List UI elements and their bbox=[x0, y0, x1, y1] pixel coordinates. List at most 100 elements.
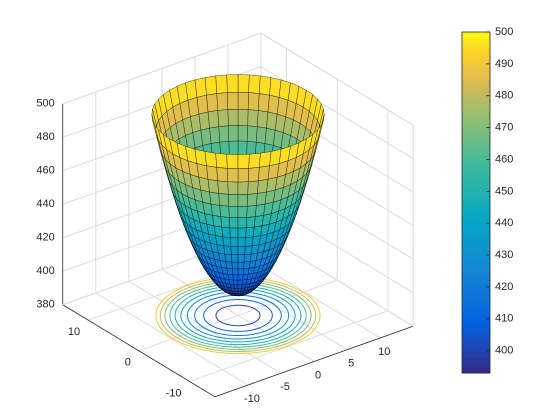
surface-patch bbox=[230, 237, 239, 247]
surface-patch bbox=[234, 288, 239, 292]
surface-patch bbox=[237, 154, 250, 169]
axis-line bbox=[260, 233, 414, 327]
contour-line bbox=[194, 294, 282, 336]
surface-patch bbox=[227, 274, 234, 281]
colorbar-tick-label: 500 bbox=[495, 26, 513, 38]
surface-patch bbox=[209, 191, 220, 206]
colorbar-swatch bbox=[462, 165, 490, 172]
surface-patch bbox=[248, 167, 260, 182]
surface-patch bbox=[206, 93, 218, 113]
colorbar-swatch bbox=[462, 47, 490, 54]
colorbar-swatch bbox=[462, 266, 490, 273]
colorbar-swatch bbox=[462, 346, 490, 353]
colorbar-tick-label: 470 bbox=[495, 122, 513, 134]
surface-patch bbox=[242, 268, 250, 275]
surface-patch bbox=[237, 293, 241, 296]
surface-patch bbox=[230, 246, 239, 255]
colorbar-swatch bbox=[462, 191, 490, 198]
surface-patch bbox=[204, 151, 217, 168]
colorbar-swatch bbox=[462, 42, 490, 49]
colorbar-swatch bbox=[462, 277, 490, 283]
colorbar-swatch bbox=[462, 314, 490, 321]
surface-patch bbox=[246, 216, 256, 228]
colorbar-swatch bbox=[462, 117, 490, 124]
surface-patch bbox=[237, 168, 249, 183]
surface-patch bbox=[237, 194, 248, 207]
surface-patch bbox=[243, 261, 251, 269]
z-tick-label: 440 bbox=[36, 198, 54, 210]
y-tick-label: 10 bbox=[68, 326, 80, 338]
colorbar-swatch bbox=[462, 53, 490, 60]
colorbar-swatch bbox=[462, 255, 490, 262]
surface-patch bbox=[237, 288, 242, 292]
surface-patch bbox=[237, 291, 242, 294]
surface-patch bbox=[218, 193, 229, 207]
surface-patch bbox=[258, 93, 270, 113]
colorbar-swatch bbox=[462, 325, 490, 331]
surface-patch bbox=[248, 92, 260, 111]
surface-patch bbox=[237, 274, 244, 281]
colorbar-swatch bbox=[462, 229, 490, 235]
colorbar-swatch bbox=[462, 186, 490, 193]
colorbar-tick-label: 440 bbox=[495, 217, 513, 229]
z-tick-label: 480 bbox=[36, 131, 54, 143]
colorbar-swatch bbox=[462, 293, 490, 299]
surface-patch bbox=[215, 153, 228, 169]
surface-patch bbox=[217, 109, 229, 127]
surface-patch bbox=[216, 167, 228, 182]
colorbar-swatch bbox=[462, 309, 490, 315]
surface-patch bbox=[237, 227, 247, 238]
axis-line bbox=[214, 325, 414, 398]
surface-patch bbox=[256, 126, 267, 144]
surface-patch bbox=[207, 178, 219, 194]
surface-patch bbox=[231, 254, 239, 263]
surface-patch bbox=[237, 181, 249, 195]
surface-patch bbox=[234, 291, 239, 294]
surface-patch bbox=[253, 225, 263, 238]
surface-patch bbox=[246, 205, 257, 218]
surface-patch bbox=[245, 236, 254, 247]
colorbar-swatch bbox=[462, 197, 490, 203]
colorbar-swatch bbox=[462, 181, 490, 188]
colorbar-swatch bbox=[462, 37, 490, 44]
surface-patch bbox=[237, 261, 245, 270]
surface-patch bbox=[237, 206, 248, 218]
surface-patch bbox=[235, 293, 239, 296]
colorbar-swatch bbox=[462, 58, 490, 65]
surface-patch bbox=[237, 268, 244, 276]
surface-patch bbox=[257, 178, 269, 194]
colorbar-tick-label: 410 bbox=[495, 313, 513, 325]
grid-line bbox=[138, 279, 338, 352]
surface-patch bbox=[222, 236, 231, 247]
colorbar-tick-label: 480 bbox=[495, 90, 513, 102]
colorbar-swatch bbox=[462, 287, 490, 294]
surface-patch bbox=[228, 194, 239, 207]
surface-patch bbox=[237, 74, 250, 93]
y-tick-label: 0 bbox=[125, 357, 131, 369]
colorbar-swatch bbox=[462, 85, 490, 92]
colorbar-tick-label: 430 bbox=[495, 249, 513, 261]
surface-patch bbox=[237, 92, 249, 110]
colorbar-swatch bbox=[462, 90, 490, 97]
contour-line bbox=[215, 304, 261, 327]
colorbar-swatch bbox=[462, 351, 490, 358]
surface-patch bbox=[232, 274, 239, 281]
surface-patch bbox=[243, 253, 252, 263]
colorbar-swatch bbox=[462, 138, 490, 145]
surface-patch bbox=[233, 279, 239, 285]
surface-patch bbox=[210, 203, 221, 217]
surface-patch bbox=[229, 217, 239, 229]
colorbar-tick-label: 450 bbox=[495, 185, 513, 197]
axis-line bbox=[62, 304, 216, 398]
surface-patch bbox=[257, 110, 269, 129]
surface-patch bbox=[247, 180, 259, 195]
surface-patch bbox=[215, 74, 228, 94]
colorbar-swatch bbox=[462, 159, 490, 166]
surface-patch bbox=[256, 191, 267, 206]
colorbar-swatch bbox=[462, 111, 490, 118]
colorbar-swatch bbox=[462, 69, 490, 76]
surface-patch bbox=[223, 245, 232, 255]
colorbar-frame bbox=[461, 31, 491, 374]
colorbar-swatch bbox=[462, 319, 490, 326]
surface-patch bbox=[231, 261, 239, 270]
